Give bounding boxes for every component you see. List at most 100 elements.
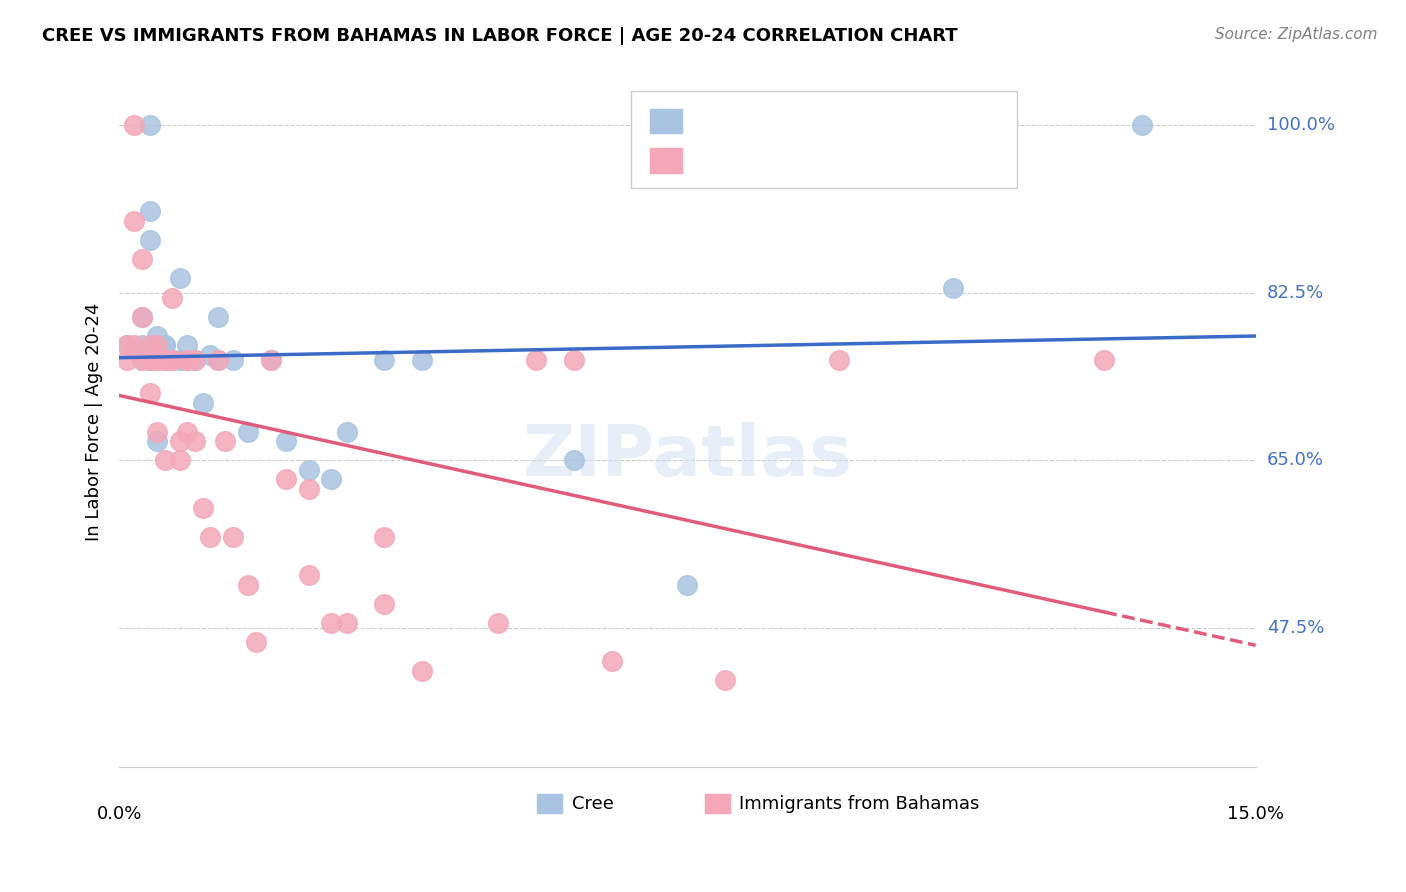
Point	[411, 664, 433, 678]
Point	[321, 615, 343, 630]
Point	[176, 352, 198, 367]
Point	[184, 434, 207, 449]
Text: 82.5%: 82.5%	[1267, 284, 1324, 301]
Point	[138, 204, 160, 219]
FancyBboxPatch shape	[650, 148, 682, 172]
Point	[524, 352, 547, 367]
Point	[198, 530, 221, 544]
Point	[373, 352, 395, 367]
Text: Immigrants from Bahamas: Immigrants from Bahamas	[738, 795, 979, 813]
Point	[562, 453, 585, 467]
Text: -0.376: -0.376	[741, 151, 800, 169]
Point	[1092, 352, 1115, 367]
Point	[153, 352, 176, 367]
Text: R =: R =	[690, 112, 727, 130]
Point	[153, 453, 176, 467]
Text: R =: R =	[690, 151, 727, 169]
Point	[321, 472, 343, 486]
Point	[115, 338, 138, 352]
Text: CREE VS IMMIGRANTS FROM BAHAMAS IN LABOR FORCE | AGE 20-24 CORRELATION CHART: CREE VS IMMIGRANTS FROM BAHAMAS IN LABOR…	[42, 27, 957, 45]
Point	[138, 352, 160, 367]
Text: -0.057: -0.057	[741, 112, 800, 130]
Point	[260, 352, 283, 367]
Point	[411, 352, 433, 367]
Point	[828, 352, 851, 367]
Point	[153, 338, 176, 352]
FancyBboxPatch shape	[650, 109, 682, 133]
Point	[260, 352, 283, 367]
Point	[298, 463, 321, 477]
Point	[169, 271, 191, 285]
Point	[562, 352, 585, 367]
Point	[162, 352, 184, 367]
Text: Source: ZipAtlas.com: Source: ZipAtlas.com	[1215, 27, 1378, 42]
Point	[236, 578, 259, 592]
Point	[335, 425, 357, 439]
Point	[131, 310, 153, 324]
Point	[486, 615, 509, 630]
Point	[942, 281, 965, 295]
Point	[146, 434, 169, 449]
Text: 0.0%: 0.0%	[97, 805, 142, 823]
FancyBboxPatch shape	[704, 794, 730, 814]
Point	[146, 338, 169, 352]
Point	[124, 214, 146, 228]
Point	[131, 352, 153, 367]
Point	[207, 352, 229, 367]
Point	[600, 654, 623, 668]
Point	[169, 352, 191, 367]
Point	[131, 338, 153, 352]
Point	[131, 252, 153, 267]
Point	[169, 434, 191, 449]
Point	[222, 530, 245, 544]
Point	[236, 425, 259, 439]
Text: 47.5%: 47.5%	[1267, 619, 1324, 637]
Point	[138, 338, 160, 352]
Point	[714, 673, 737, 688]
Point	[1130, 118, 1153, 132]
Text: 65.0%: 65.0%	[1267, 451, 1324, 469]
Point	[138, 386, 160, 401]
Point	[176, 425, 198, 439]
Point	[207, 352, 229, 367]
Point	[138, 233, 160, 247]
Point	[184, 352, 207, 367]
Point	[274, 472, 297, 486]
Point	[146, 338, 169, 352]
Point	[146, 425, 169, 439]
Point	[138, 118, 160, 132]
Point	[169, 453, 191, 467]
Point	[274, 434, 297, 449]
Point	[115, 338, 138, 352]
Point	[138, 352, 160, 367]
Point	[198, 348, 221, 362]
Point	[335, 615, 357, 630]
Point	[115, 352, 138, 367]
FancyBboxPatch shape	[631, 91, 1017, 187]
FancyBboxPatch shape	[537, 794, 562, 814]
Point	[146, 352, 169, 367]
Point	[153, 352, 176, 367]
Point	[162, 291, 184, 305]
Point	[176, 352, 198, 367]
Text: 100.0%: 100.0%	[1267, 116, 1334, 135]
Point	[298, 568, 321, 582]
Text: 52: 52	[907, 151, 929, 169]
Text: N =: N =	[858, 112, 894, 130]
Text: 15.0%: 15.0%	[1227, 805, 1284, 823]
Point	[131, 352, 153, 367]
Point	[131, 310, 153, 324]
Point	[676, 578, 699, 592]
Text: N =: N =	[858, 151, 894, 169]
Point	[222, 352, 245, 367]
Point	[162, 352, 184, 367]
Point	[191, 501, 214, 516]
Point	[191, 396, 214, 410]
Point	[124, 118, 146, 132]
Point	[162, 352, 184, 367]
Point	[176, 338, 198, 352]
Text: 36: 36	[907, 112, 929, 130]
Y-axis label: In Labor Force | Age 20-24: In Labor Force | Age 20-24	[86, 302, 103, 541]
Point	[184, 352, 207, 367]
Point	[124, 338, 146, 352]
